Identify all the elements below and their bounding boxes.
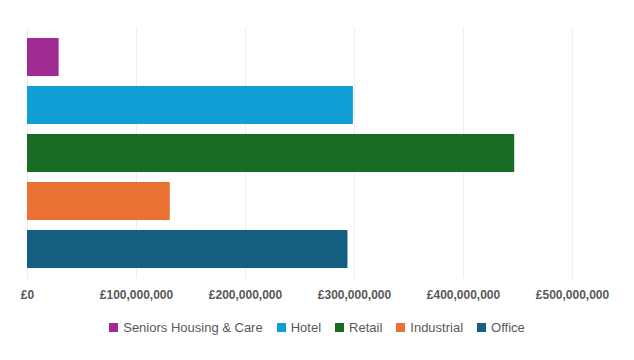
html-text:Seniors Housing & Care: Seniors Housing & Care [123, 320, 263, 335]
svg-text:£300,000,000: £300,000,000 [318, 288, 392, 302]
html-text:Hotel: Hotel [290, 320, 321, 335]
svg-text:£100,000,000: £100,000,000 [100, 288, 174, 302]
svg-text:£200,000,000: £200,000,000 [209, 288, 283, 302]
svg-text:£500,000,000: £500,000,000 [536, 288, 610, 302]
html-text:Office: Office [491, 320, 525, 335]
html-text:Retail: Retail [349, 320, 383, 335]
svg-text:£400,000,000: £400,000,000 [427, 288, 501, 302]
html-text:Industrial: Industrial [410, 320, 463, 335]
svg-text:£0: £0 [21, 288, 35, 302]
